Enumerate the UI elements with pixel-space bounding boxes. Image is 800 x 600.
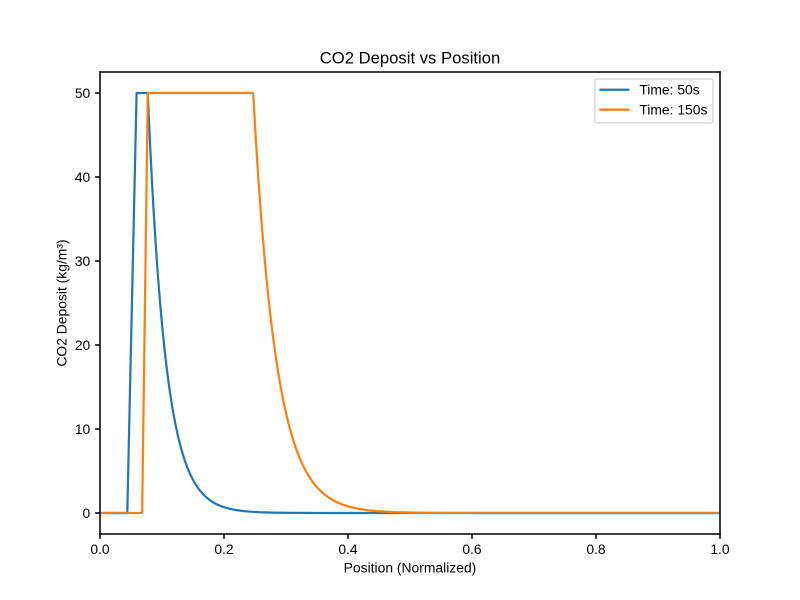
svg-text:30: 30 (75, 253, 91, 269)
svg-text:Time: 150s: Time: 150s (639, 101, 707, 117)
svg-text:1.0: 1.0 (710, 541, 730, 557)
svg-text:CO2 Deposit vs Position: CO2 Deposit vs Position (320, 49, 501, 68)
svg-text:40: 40 (75, 169, 91, 185)
svg-text:50: 50 (75, 85, 91, 101)
svg-text:Position (Normalized): Position (Normalized) (344, 559, 477, 575)
svg-text:CO2 Deposit (kg/m³): CO2 Deposit (kg/m³) (53, 239, 69, 366)
svg-text:0.8: 0.8 (586, 541, 606, 557)
svg-text:10: 10 (75, 421, 91, 437)
svg-text:0.0: 0.0 (90, 541, 110, 557)
svg-text:0.6: 0.6 (462, 541, 482, 557)
svg-text:0.4: 0.4 (338, 541, 358, 557)
svg-text:0: 0 (83, 505, 91, 521)
svg-text:Time: 50s: Time: 50s (639, 82, 699, 98)
svg-text:0.2: 0.2 (214, 541, 234, 557)
svg-text:20: 20 (75, 337, 91, 353)
